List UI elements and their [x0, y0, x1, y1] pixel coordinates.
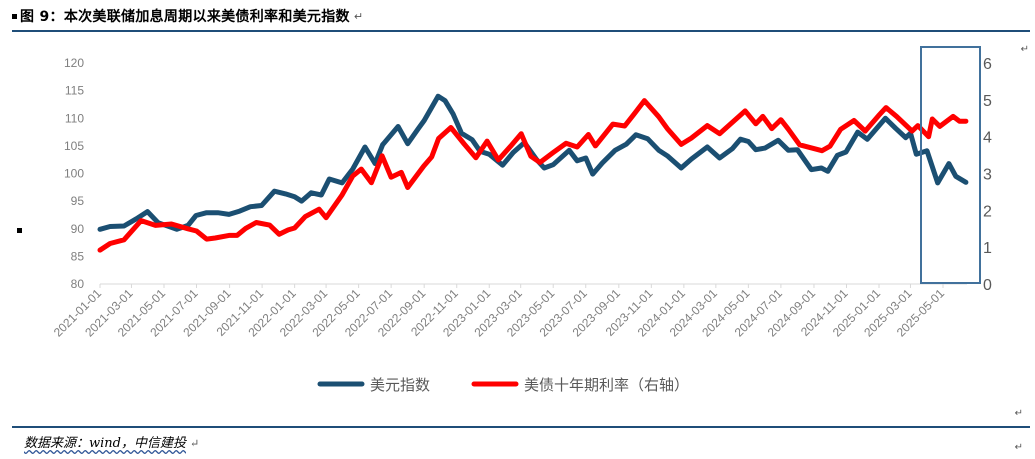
y-right-tick-label: 1: [983, 240, 992, 257]
y-right-tick-label: 5: [983, 93, 992, 110]
top-rule: [12, 30, 1030, 32]
figure-title: 图 9：本次美联储加息周期以来美债利率和美元指数: [20, 9, 350, 25]
y-right-tick-label: 3: [983, 167, 992, 184]
y-right-tick-label: 4: [983, 130, 992, 147]
y-left-tick-label: 90: [71, 222, 85, 236]
y-left-tick-label: 110: [65, 111, 84, 125]
y-left-tick-label: 105: [64, 139, 84, 153]
y-left-tick-label: 115: [65, 84, 84, 98]
y-left-tick-label: 85: [71, 249, 85, 263]
paragraph-mark-icon: ↵: [1020, 44, 1029, 55]
y-right-tick-label: 2: [983, 203, 992, 220]
y-left-tick-label: 120: [64, 56, 84, 70]
highlight-box: [920, 46, 981, 284]
source-note: 数据来源：wind，中信建投 ↵: [24, 436, 200, 451]
bullet-icon: [17, 228, 22, 233]
y-left-tick-label: 80: [71, 277, 85, 291]
treasury-10y-line: [97, 98, 969, 253]
dollar-index-line: [97, 93, 969, 232]
y-left-tick-label: 100: [64, 167, 84, 181]
paragraph-mark-icon: ↵: [1014, 442, 1023, 453]
figure-header: 图 9：本次美联储加息周期以来美债利率和美元指数 ↵: [12, 4, 363, 28]
legend-item-treasury-10y-label: 美债十年期利率（右轴）: [524, 376, 689, 394]
y-right-tick-label: 0: [983, 277, 992, 294]
line-chart: 8085909510010511011512001234562021-01-01…: [51, 46, 992, 394]
bottom-rule: [12, 426, 1030, 428]
y-left-tick-label: 95: [71, 194, 85, 208]
legend-item-dollar-index-label: 美元指数: [370, 376, 430, 394]
paragraph-mark-icon: ↵: [189, 437, 200, 450]
paragraph-mark-icon: ↵: [1014, 408, 1023, 419]
y-right-tick-label: 6: [983, 56, 992, 73]
paragraph-mark-icon: ↵: [353, 9, 364, 23]
bullet-icon: [12, 13, 17, 19]
